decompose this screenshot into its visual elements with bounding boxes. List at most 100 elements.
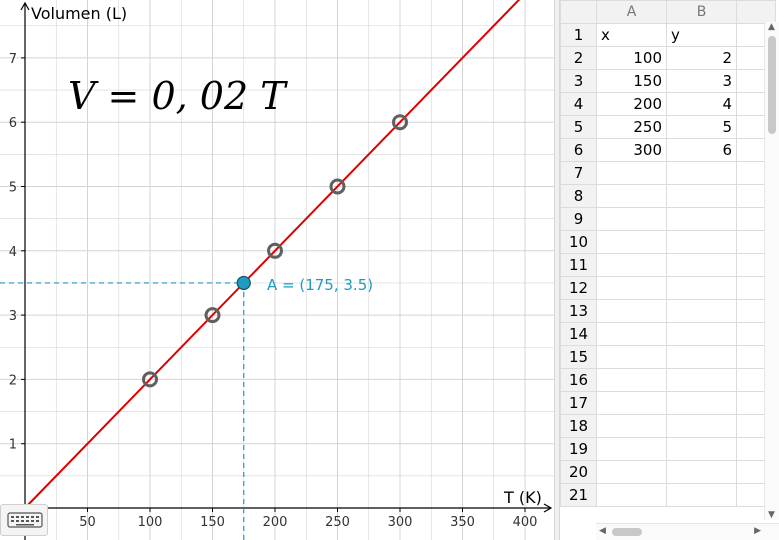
column-header-b[interactable]: B <box>666 0 737 24</box>
x-tick-label: 200 <box>263 515 288 530</box>
vertical-scroll-thumb[interactable] <box>768 36 776 134</box>
row-number[interactable]: 4 <box>560 92 597 116</box>
y-tick-label: 7 <box>9 52 17 67</box>
cell-b[interactable] <box>666 253 737 277</box>
cell-a[interactable] <box>596 253 667 277</box>
row-number[interactable]: 6 <box>560 138 597 162</box>
x-tick-label: 300 <box>388 515 413 530</box>
data-point[interactable] <box>329 178 346 195</box>
cell-a[interactable] <box>596 368 667 392</box>
cell-b[interactable]: 3 <box>666 69 737 93</box>
cell-a[interactable] <box>596 230 667 254</box>
cell-b[interactable] <box>666 437 737 461</box>
point-a[interactable] <box>0 275 251 540</box>
cell-b[interactable]: y <box>666 23 737 47</box>
row-number[interactable]: 19 <box>560 437 597 461</box>
cell-b[interactable] <box>666 276 737 300</box>
cell-b[interactable] <box>666 230 737 254</box>
row-number[interactable]: 12 <box>560 276 597 300</box>
scroll-left-icon[interactable]: ◀ <box>599 526 606 536</box>
row-number[interactable]: 2 <box>560 46 597 70</box>
cell-a[interactable]: 300 <box>596 138 667 162</box>
cell-b[interactable]: 5 <box>666 115 737 139</box>
cell-b[interactable] <box>666 207 737 231</box>
cell-b[interactable]: 4 <box>666 92 737 116</box>
data-point[interactable] <box>204 307 221 324</box>
row-number[interactable]: 21 <box>560 483 597 507</box>
row-number[interactable]: 5 <box>560 115 597 139</box>
keyboard-button[interactable] <box>0 504 48 536</box>
row-number[interactable]: 1 <box>560 23 597 47</box>
data-point[interactable] <box>267 242 283 259</box>
row-number[interactable]: 20 <box>560 460 597 484</box>
scroll-up-icon[interactable]: ▲ <box>768 22 775 32</box>
spreadsheet-view[interactable]: A B 1 x y 2 100 2 3 150 3 4 200 4 5 250 5 6 300 6 7 8 9 10 11 1… <box>560 0 779 540</box>
cell-a[interactable] <box>596 207 667 231</box>
cell-b[interactable] <box>666 483 737 507</box>
line-v-equals-002t[interactable] <box>24 0 550 509</box>
row-number[interactable]: 16 <box>560 368 597 392</box>
graph-canvas[interactable]: 50 100 150 200 250 300 350 400 1 2 3 4 5 6 7 Volumen (… <box>0 0 554 540</box>
vertical-scrollbar[interactable]: ▲ ▼ <box>764 22 779 520</box>
row-number[interactable]: 17 <box>560 391 597 415</box>
row-number[interactable]: 13 <box>560 299 597 323</box>
regression-line[interactable] <box>24 0 550 509</box>
cell-a[interactable]: x <box>596 23 667 47</box>
cell-b[interactable] <box>666 391 737 415</box>
cell-a[interactable] <box>596 460 667 484</box>
graphics-view[interactable]: 50 100 150 200 250 300 350 400 1 2 3 4 5 6 7 Volumen (… <box>0 0 554 540</box>
cell-a[interactable]: 200 <box>596 92 667 116</box>
x-tick-label: 50 <box>79 515 96 530</box>
data-points[interactable] <box>142 114 408 388</box>
cell-a[interactable] <box>596 322 667 346</box>
cell-b[interactable]: 2 <box>666 46 737 70</box>
scroll-right-icon[interactable]: ▶ <box>754 526 761 536</box>
horizontal-scroll-thumb[interactable] <box>612 528 642 536</box>
cell-a[interactable] <box>596 299 667 323</box>
row-number[interactable]: 14 <box>560 322 597 346</box>
table-row: 12 <box>560 276 776 300</box>
cell-a[interactable] <box>596 391 667 415</box>
row-number[interactable]: 3 <box>560 69 597 93</box>
cell-a[interactable]: 250 <box>596 115 667 139</box>
cell-b[interactable] <box>666 299 737 323</box>
column-header-a[interactable]: A <box>596 0 667 24</box>
row-number[interactable]: 7 <box>560 161 597 185</box>
x-tick-label: 250 <box>325 515 350 530</box>
row-number[interactable]: 15 <box>560 345 597 369</box>
cell-a[interactable]: 150 <box>596 69 667 93</box>
cell-b[interactable] <box>666 322 737 346</box>
corner-cell[interactable] <box>560 0 597 24</box>
cell-b[interactable] <box>666 161 737 185</box>
y-tick-label: 1 <box>9 438 17 453</box>
cell-b[interactable] <box>666 460 737 484</box>
y-axis-arrow-icon <box>20 1 30 11</box>
grid-lines <box>0 0 554 540</box>
cell-a[interactable] <box>596 345 667 369</box>
data-point[interactable] <box>142 371 158 388</box>
row-number[interactable]: 9 <box>560 207 597 231</box>
view-divider[interactable] <box>554 0 560 540</box>
cell-a[interactable] <box>596 483 667 507</box>
cell-b[interactable]: 6 <box>666 138 737 162</box>
point-a-marker[interactable] <box>236 275 251 291</box>
horizontal-scrollbar[interactable]: ◀ ▶ <box>596 523 779 540</box>
table-row: 9 <box>560 207 776 231</box>
cell-a[interactable] <box>596 276 667 300</box>
data-point[interactable] <box>392 114 408 131</box>
row-number[interactable]: 10 <box>560 230 597 254</box>
cell-a[interactable] <box>596 161 667 185</box>
cell-a[interactable] <box>596 437 667 461</box>
cell-a[interactable] <box>596 414 667 438</box>
row-number[interactable]: 11 <box>560 253 597 277</box>
scroll-down-icon[interactable]: ▼ <box>768 510 775 520</box>
cell-a[interactable]: 100 <box>596 46 667 70</box>
row-number[interactable]: 18 <box>560 414 597 438</box>
cell-b[interactable] <box>666 345 737 369</box>
cell-b[interactable] <box>666 184 737 208</box>
cell-a[interactable] <box>596 184 667 208</box>
cell-b[interactable] <box>666 368 737 392</box>
cell-b[interactable] <box>666 414 737 438</box>
row-number[interactable]: 8 <box>560 184 597 208</box>
y-axis-title: Volumen (L) <box>31 4 127 23</box>
